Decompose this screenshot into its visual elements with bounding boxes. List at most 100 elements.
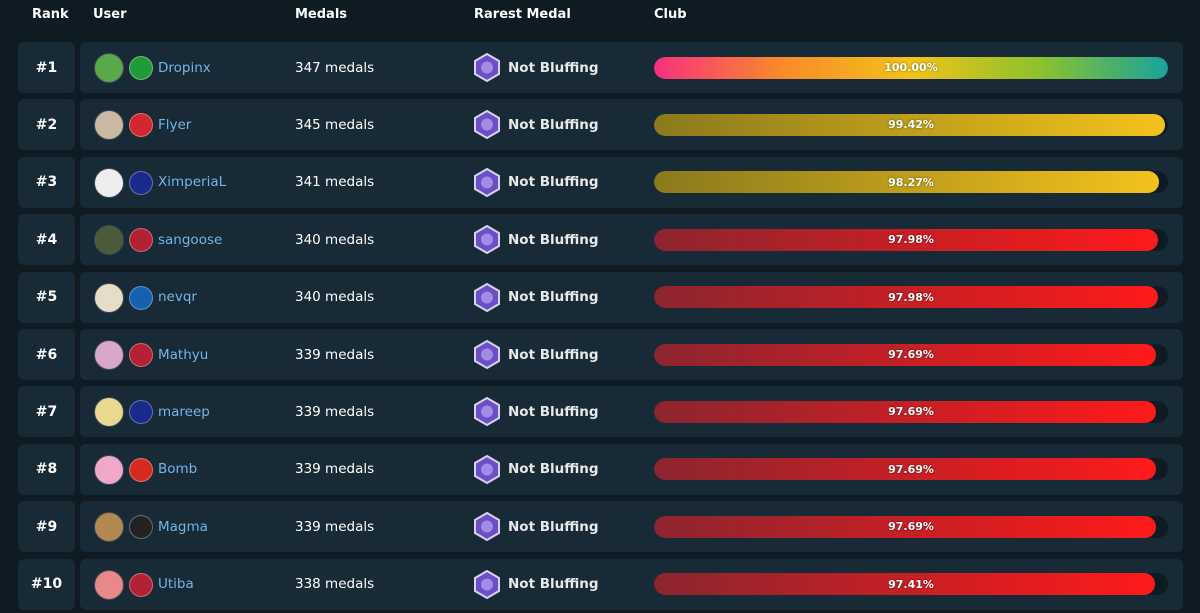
rarest-medal: Not Bluffing [508, 116, 599, 133]
rarest-medal: Not Bluffing [508, 174, 599, 191]
flag [129, 515, 153, 540]
club-percent: 97.98% [888, 290, 934, 304]
club-bar [654, 286, 1158, 309]
medal-count: 347 medals [295, 59, 375, 76]
club-track: 97.69% [654, 343, 1168, 366]
rarest-medal: Not Bluffing [508, 403, 599, 420]
medal-icon [473, 282, 501, 312]
medal-icon [473, 569, 501, 599]
medal-icon [473, 397, 501, 427]
hexagon [474, 454, 500, 484]
club-bar [654, 458, 1157, 481]
flag [129, 400, 153, 425]
avatar [94, 397, 124, 428]
medal-count: 338 medals [295, 576, 375, 593]
row-cell: mareep 339 medals Not Bluffing 97.69% [80, 386, 1183, 438]
club-percent: 97.69% [888, 405, 934, 419]
rarest-medal: Not Bluffing [508, 59, 599, 76]
avatar [94, 340, 124, 370]
rank-cell: #4 [18, 214, 75, 266]
club-track: 97.69% [654, 400, 1168, 423]
medal-count: 339 medals [295, 518, 375, 535]
club-bar [654, 343, 1157, 366]
avatar [94, 569, 124, 600]
username[interactable]: sangoose [158, 231, 223, 248]
flag [129, 170, 153, 195]
avatar [94, 454, 124, 485]
avatar [94, 53, 124, 83]
medal-count: 340 medals [295, 289, 375, 306]
row-cell: XimperiaL 341 medals Not Bluffing 98.27% [80, 156, 1183, 208]
medal-count: 339 medals [295, 346, 375, 363]
rank-cell: #10 [18, 558, 75, 610]
username[interactable]: Magma [158, 518, 208, 535]
club-bar [654, 400, 1157, 423]
medal-icon [473, 225, 501, 255]
header-user: User [93, 7, 127, 22]
flag [129, 572, 153, 597]
rank-cell: #2 [18, 99, 75, 151]
rarest-medal: Not Bluffing [508, 461, 599, 478]
username[interactable]: Utiba [158, 576, 194, 593]
club-track: 97.69% [654, 515, 1168, 538]
username[interactable]: Mathyu [158, 346, 209, 363]
club-bar [654, 171, 1160, 194]
medal-count: 345 medals [295, 116, 375, 133]
club-percent: 100.00% [884, 61, 938, 74]
rank-cell: #8 [18, 443, 75, 495]
row-cell: Flyer 345 medals Not Bluffing 99.42% [80, 99, 1183, 151]
flag [129, 285, 153, 310]
hexagon [474, 110, 500, 140]
medal-icon [473, 167, 501, 197]
rarest-medal: Not Bluffing [508, 346, 599, 363]
row-cell: Utiba 338 medals Not Bluffing 97.41% [80, 558, 1183, 610]
rarest-medal: Not Bluffing [508, 289, 599, 306]
header-rank: Rank [32, 7, 69, 22]
rank-cell: #3 [18, 156, 75, 208]
medal-count: 339 medals [295, 403, 375, 420]
club-bar [654, 56, 1168, 79]
medal-count: 340 medals [295, 231, 375, 248]
row-cell: Magma 339 medals Not Bluffing 97.69% [80, 501, 1183, 553]
row-cell: Dropinx 347 medals Not Bluffing 100.00% [80, 42, 1183, 93]
username[interactable]: Bomb [158, 461, 198, 478]
flag [129, 56, 153, 80]
avatar [94, 110, 124, 141]
rank-cell: #9 [18, 501, 75, 553]
medal-icon [473, 454, 501, 484]
row-cell: Bomb 339 medals Not Bluffing 97.69% [80, 443, 1183, 495]
club-track: 97.98% [654, 228, 1168, 251]
club-track: 97.98% [654, 286, 1168, 309]
hexagon [474, 52, 500, 83]
username[interactable]: XimperiaL [158, 174, 227, 191]
medal-icon [473, 339, 501, 370]
hexagon [474, 569, 500, 599]
flag [129, 343, 153, 367]
rank-cell: #6 [18, 329, 75, 380]
rank-cell: #5 [18, 271, 75, 323]
hexagon [474, 167, 500, 197]
club-track: 99.42% [654, 113, 1168, 136]
row-cell: Mathyu 339 medals Not Bluffing 97.69% [80, 329, 1183, 380]
club-percent: 97.41% [888, 577, 934, 591]
header-club: Club [654, 7, 687, 22]
flag [129, 228, 153, 253]
club-percent: 97.69% [888, 462, 934, 476]
header-medals: Medals [295, 7, 348, 22]
username[interactable]: Flyer [158, 116, 192, 133]
row-cell: sangoose 340 medals Not Bluffing 97.98% [80, 214, 1183, 266]
hexagon [474, 397, 500, 427]
hexagon [474, 282, 500, 312]
username[interactable]: nevqr [158, 289, 197, 306]
club-percent: 99.42% [888, 118, 934, 132]
club-track: 98.27% [654, 171, 1168, 194]
username[interactable]: mareep [158, 403, 210, 420]
club-track: 100.00% [654, 56, 1168, 79]
hexagon [474, 225, 500, 255]
club-bar [654, 228, 1158, 251]
header-rarest-medal: Rarest Medal [474, 7, 571, 22]
hexagon [474, 512, 500, 542]
username[interactable]: Dropinx [158, 59, 211, 76]
hexagon [474, 339, 500, 370]
